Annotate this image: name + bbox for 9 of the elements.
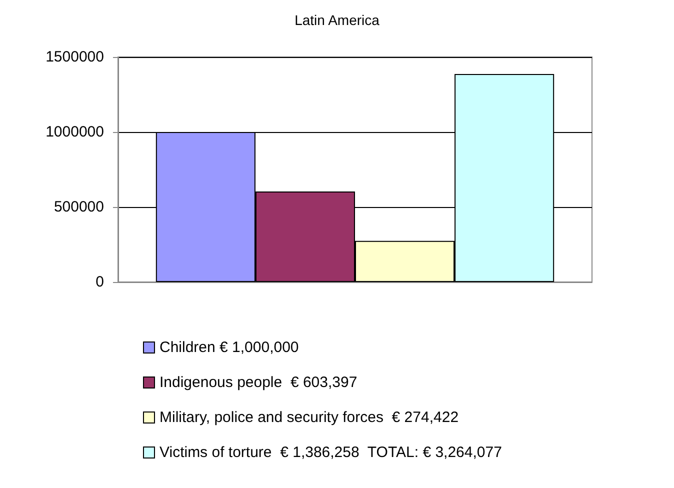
y-tick-label: 0 — [96, 274, 104, 290]
legend-label: Victims of torture € 1,386,258 TOTAL: € 3,264,077 — [160, 444, 502, 461]
chart-title: Latin America — [294, 12, 380, 28]
y-tick-label: 1000000 — [46, 124, 104, 140]
y-tick-label: 500000 — [54, 198, 104, 216]
y-tick-label: 1500000 — [46, 48, 104, 66]
legend-label: Military, police and security forces € 274,422 — [160, 409, 459, 426]
legend-label: Children € 1,000,000 — [160, 339, 299, 356]
legend-label: Indigenous people € 603,397 — [160, 374, 358, 391]
